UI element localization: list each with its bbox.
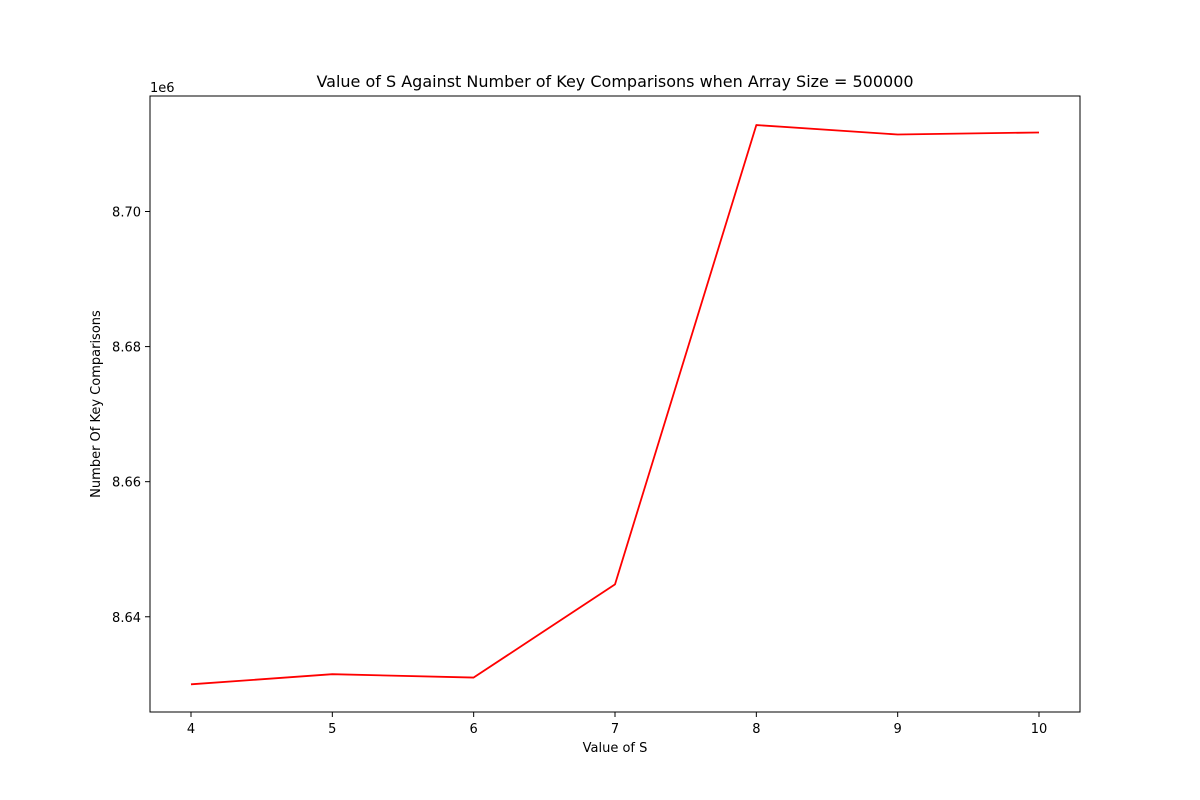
y-axis-offset-label: 1e6 bbox=[150, 81, 175, 96]
x-tick-label: 9 bbox=[894, 722, 902, 737]
x-tick-label: 5 bbox=[328, 722, 336, 737]
y-tick-label: 8.64 bbox=[112, 611, 141, 626]
y-tick-label: 8.70 bbox=[112, 206, 141, 221]
series-line-0 bbox=[190, 124, 1040, 686]
x-tick-label: 7 bbox=[611, 722, 619, 737]
x-tick-label: 6 bbox=[470, 722, 478, 737]
x-tick-label: 4 bbox=[187, 722, 195, 737]
chart-title: Value of S Against Number of Key Compari… bbox=[316, 72, 913, 91]
x-tick-label: 8 bbox=[752, 722, 760, 737]
y-tick-label: 8.68 bbox=[112, 341, 141, 356]
plot-area bbox=[150, 96, 1080, 712]
series-layer bbox=[190, 124, 1040, 686]
y-axis-label: Number Of Key Comparisons bbox=[89, 310, 104, 498]
y-tick-label: 8.66 bbox=[112, 476, 141, 491]
y-axis-ticks: 8.64 8.66 8.68 8.70 bbox=[112, 206, 150, 626]
x-tick-label: 10 bbox=[1031, 722, 1048, 737]
x-axis-label: Value of S bbox=[583, 741, 648, 756]
x-axis-ticks: 4 5 6 7 8 9 10 bbox=[187, 712, 1047, 737]
